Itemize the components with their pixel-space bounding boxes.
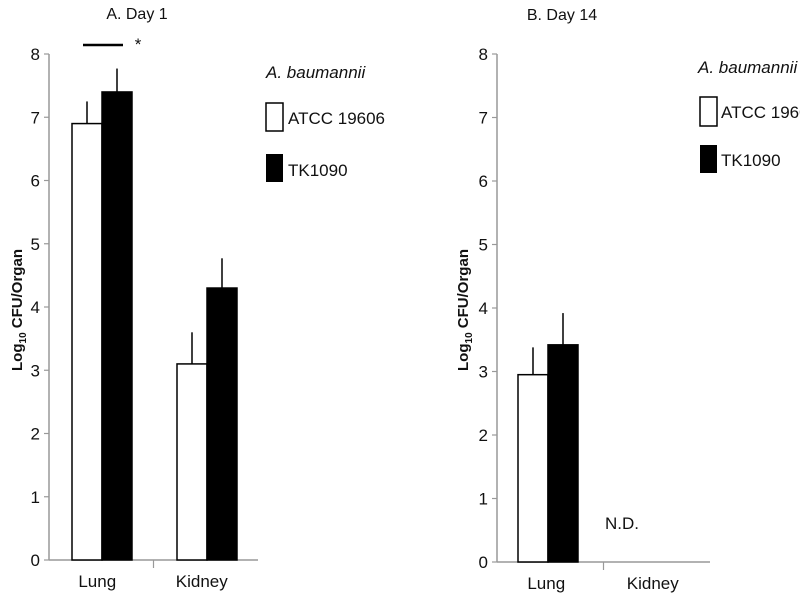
y-tick-label: 8 xyxy=(31,45,40,64)
legend-title-b: A. baumannii xyxy=(697,58,798,77)
bar-tk1090-lung xyxy=(101,91,133,561)
legend-swatch-tk1090-b xyxy=(700,145,717,173)
x-tick-label: Lung xyxy=(78,572,116,591)
panel-a-day-1: A. Day 1 Log10 CFU/Organ * A. baumannii … xyxy=(9,6,385,591)
y-tick-label: 6 xyxy=(31,172,40,191)
legend-swatch-atcc xyxy=(265,102,284,132)
legend-label-tk1090: TK1090 xyxy=(288,161,348,180)
y-tick-label: 5 xyxy=(31,235,40,254)
bar-atcc-19606-kidney xyxy=(176,363,208,561)
y-tick-label: 1 xyxy=(479,490,488,509)
y-tick-label: 6 xyxy=(479,172,488,191)
not-detected-label: N.D. xyxy=(605,514,639,533)
bar-tk1090-lung xyxy=(547,344,579,563)
y-tick-label: 3 xyxy=(479,363,488,382)
x-tick-label: Kidney xyxy=(627,574,679,593)
legend-label-tk1090-b: TK1090 xyxy=(721,151,781,170)
legend-label-atcc-b: ATCC 19606 xyxy=(721,103,800,122)
legend-label-atcc: ATCC 19606 xyxy=(288,109,385,128)
y-tick-label: 7 xyxy=(479,109,488,128)
y-tick-label: 7 xyxy=(31,108,40,127)
y-tick-label: 2 xyxy=(31,425,40,444)
bar-atcc-19606-lung xyxy=(517,373,549,563)
y-tick-label: 3 xyxy=(31,361,40,380)
panel-b-day-14: B. Day 14 Log10 CFU/Organ A. baumannii A… xyxy=(455,7,800,593)
y-axis-label-b: Log10 CFU/Organ xyxy=(455,249,475,371)
bar-atcc-19606-lung xyxy=(71,122,103,561)
panel-a-title: A. Day 1 xyxy=(106,6,167,23)
x-tick-label: Kidney xyxy=(176,572,228,591)
y-tick-label: 0 xyxy=(479,553,488,572)
y-tick-label: 5 xyxy=(479,236,488,255)
y-tick-label: 4 xyxy=(479,299,488,318)
bar-tk1090-kidney xyxy=(206,287,238,561)
legend-title: A. baumannii xyxy=(265,63,366,82)
y-tick-label: 0 xyxy=(31,551,40,570)
y-tick-label: 1 xyxy=(31,488,40,507)
y-tick-label: 4 xyxy=(31,298,40,317)
y-tick-label: 2 xyxy=(479,426,488,445)
x-tick-label: Lung xyxy=(527,574,565,593)
y-axis-label: Log10 CFU/Organ xyxy=(9,249,29,371)
legend-swatch-tk1090 xyxy=(266,154,283,182)
significance-asterisk: * xyxy=(135,35,142,54)
y-tick-label: 8 xyxy=(479,45,488,64)
legend-swatch-atcc-b xyxy=(699,96,718,127)
panel-b-title: B. Day 14 xyxy=(527,7,597,24)
